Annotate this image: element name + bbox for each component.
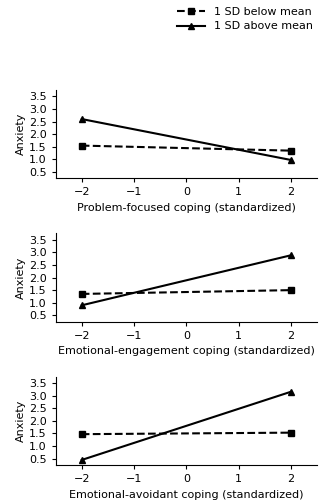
Y-axis label: Anxiety: Anxiety — [16, 256, 26, 298]
Y-axis label: Anxiety: Anxiety — [16, 113, 26, 156]
Legend: 1 SD below mean, 1 SD above mean: 1 SD below mean, 1 SD above mean — [173, 2, 317, 36]
Y-axis label: Anxiety: Anxiety — [16, 400, 26, 442]
X-axis label: Emotional-engagement coping (standardized): Emotional-engagement coping (standardize… — [58, 346, 315, 356]
X-axis label: Problem-focused coping (standardized): Problem-focused coping (standardized) — [77, 203, 296, 213]
X-axis label: Emotional-avoidant coping (standardized): Emotional-avoidant coping (standardized) — [69, 490, 304, 500]
